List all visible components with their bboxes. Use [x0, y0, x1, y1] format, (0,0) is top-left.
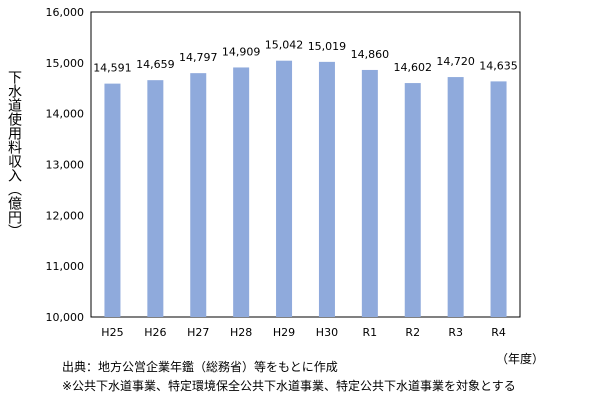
x-tick-label: R3: [448, 326, 463, 339]
data-label-R2: 14,602: [394, 61, 433, 74]
data-labels: 14,591 14,659 14,797 14,909 15,042 15,019 14,8…: [93, 39, 518, 75]
y-tick-label: 13,000: [46, 159, 85, 172]
x-tick-label: H26: [144, 326, 166, 339]
y-tick-label: 16,000: [46, 6, 85, 19]
data-label-H29: 15,042: [265, 39, 304, 52]
bar-H29: [276, 60, 293, 317]
bar-H28: [233, 67, 250, 317]
plot-area: [90, 11, 521, 318]
source-note: 出典：地方公営企業年鑑（総務省）等をもとに作成: [62, 360, 338, 374]
data-label-R3: 14,720: [436, 55, 475, 68]
data-label-R1: 14,860: [351, 48, 390, 61]
bar-R4: [490, 81, 507, 317]
y-axis-label: 下水道使用料収入（億円）: [6, 70, 22, 238]
data-label-H27: 14,797: [179, 51, 218, 64]
x-axis-ticks: H25 H26 H27 H28 H29 H30 R1 R2 R3 R4: [101, 326, 506, 339]
bar-H30: [318, 61, 335, 318]
y-tick-label: 11,000: [46, 260, 85, 273]
x-tick-label: H25: [101, 326, 123, 339]
x-axis-label: （年度）: [496, 352, 545, 366]
data-label-H25: 14,591: [93, 62, 132, 75]
y-tick-label: 10,000: [46, 311, 85, 324]
data-label-H26: 14,659: [136, 58, 175, 71]
x-tick-label: H29: [273, 326, 295, 339]
x-tick-label: R4: [491, 326, 506, 339]
bar-R2: [404, 83, 421, 317]
bar-H27: [190, 73, 207, 317]
bar-H26: [147, 80, 164, 317]
x-tick-label: H27: [187, 326, 209, 339]
bars: [104, 60, 507, 318]
y-axis-ticks: 10,000 11,000 12,000 13,000 14,000 15,000 16,0…: [46, 6, 85, 324]
x-tick-label: H30: [316, 326, 338, 339]
x-tick-label: R2: [405, 326, 420, 339]
y-tick-label: 14,000: [46, 108, 85, 121]
y-tick-label: 15,000: [46, 57, 85, 70]
scope-note: ※公共下水道事業、特定環境保全公共下水道事業、特定公共下水道事業を対象とする: [62, 379, 516, 393]
bar-H25: [104, 83, 121, 317]
x-tick-label: H28: [230, 326, 252, 339]
bar-R1: [361, 69, 378, 317]
y-tick-label: 12,000: [46, 209, 85, 222]
data-label-H30: 15,019: [308, 40, 347, 53]
bar-R3: [447, 77, 464, 317]
data-label-H28: 14,909: [222, 45, 261, 58]
x-tick-label: R1: [363, 326, 378, 339]
data-label-R4: 14,635: [479, 59, 518, 72]
